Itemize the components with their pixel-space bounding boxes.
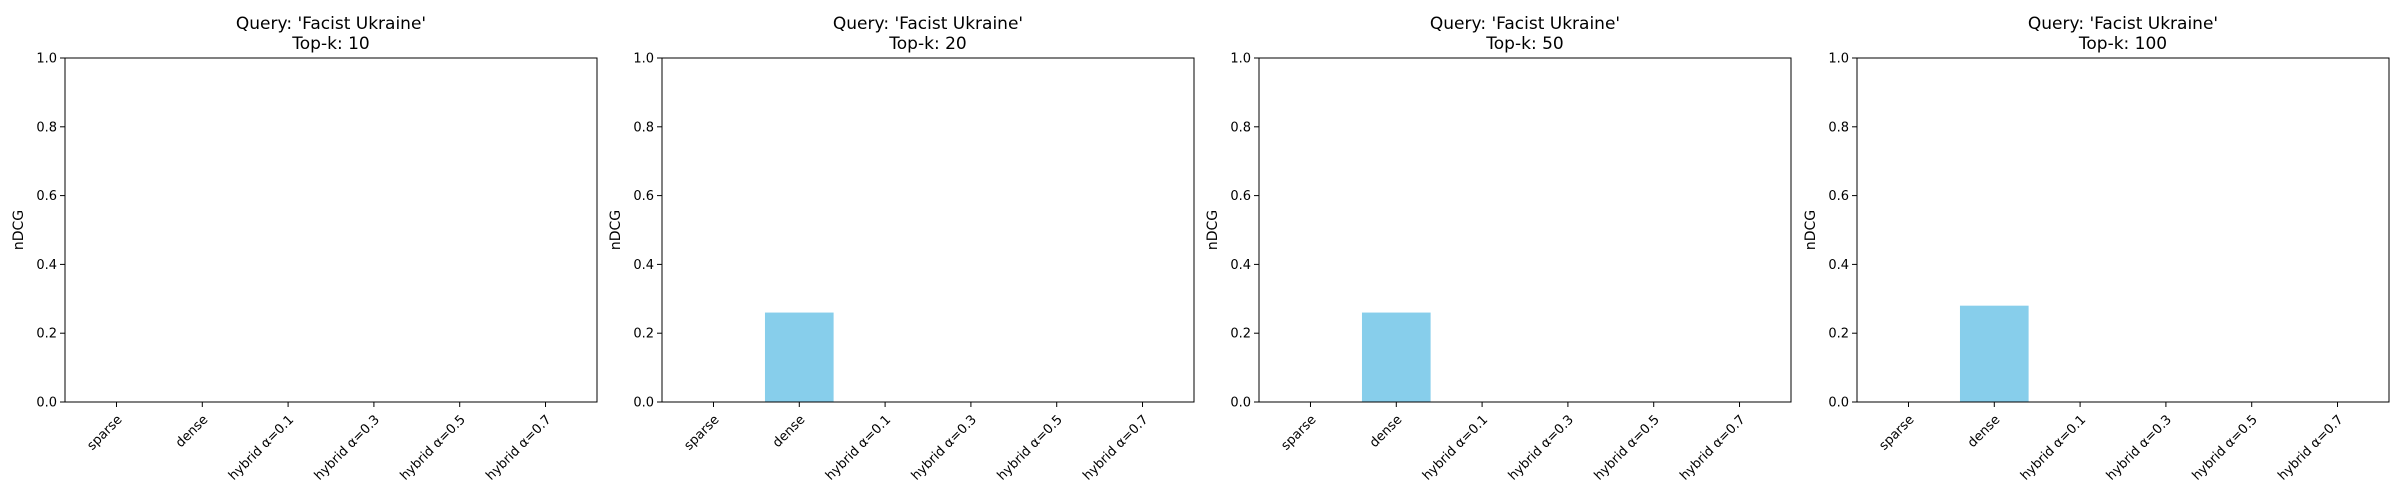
axes-frame — [1856, 57, 2390, 403]
bar-2 — [764, 312, 834, 402]
y-tick-label: 0.4 — [36, 258, 57, 273]
y-tick-label: 1.0 — [1828, 52, 1849, 67]
y-tick-label: 0.6 — [633, 189, 654, 204]
subplot-3: Query: 'Facist Ukraine'Top-k: 50 0.0 0.2 0.… — [1205, 14, 1792, 484]
y-tick-label: 0.8 — [633, 120, 654, 135]
y-tick-label: 0.0 — [1230, 396, 1251, 411]
y-tick-label: 0.0 — [1828, 396, 1849, 411]
x-tick-label: hybrid α=0.7 — [2275, 412, 2346, 483]
x-tick-label: hybrid α=0.7 — [1080, 412, 1151, 483]
x-tick-label: hybrid α=0.3 — [1506, 412, 1577, 483]
chart-title: Query: 'Facist Ukraine' — [236, 14, 426, 34]
subplot-4: Query: 'Facist Ukraine'Top-k: 100 0.0 0.2 0… — [1803, 14, 2390, 484]
x-tick-label: hybrid α=0.5 — [2190, 412, 2261, 483]
x-tick-label: sparse — [681, 412, 722, 453]
x-tick-label: dense — [173, 412, 211, 450]
y-axis-label: nDCG — [11, 210, 27, 250]
y-tick-label: 1.0 — [633, 52, 654, 67]
x-tick-label: sparse — [1278, 412, 1319, 453]
axes-frame — [64, 57, 598, 403]
x-tick-label: hybrid α=0.5 — [1592, 412, 1663, 483]
y-tick-label: 0.6 — [36, 189, 57, 204]
x-tick-label: hybrid α=0.1 — [823, 412, 894, 483]
chart-title: Query: 'Facist Ukraine' — [833, 14, 1023, 34]
x-tick-label: hybrid α=0.3 — [2104, 412, 2175, 483]
bar-2 — [1361, 312, 1431, 402]
x-tick-label: dense — [1367, 412, 1405, 450]
axes-frame — [661, 57, 1195, 403]
x-tick-label: hybrid α=0.7 — [1677, 412, 1748, 483]
y-tick-label: 0.8 — [1828, 120, 1849, 135]
chart-title: Query: 'Facist Ukraine' — [1430, 14, 1620, 34]
chart-subtitle: Top-k: 10 — [291, 34, 369, 54]
y-axis-label: nDCG — [1803, 210, 1819, 250]
y-tick-label: 0.2 — [633, 327, 654, 342]
chart-subtitle: Top-k: 50 — [1485, 34, 1563, 54]
y-tick-label: 0.2 — [1230, 327, 1251, 342]
bar-2 — [1959, 305, 2029, 402]
y-tick-label: 0.8 — [1230, 120, 1251, 135]
y-tick-label: 0.4 — [633, 258, 654, 273]
y-tick-label: 0.6 — [1828, 189, 1849, 204]
x-tick-label: hybrid α=0.3 — [909, 412, 980, 483]
x-tick-label: hybrid α=0.5 — [995, 412, 1066, 483]
y-tick-label: 1.0 — [36, 52, 57, 67]
chart-subtitle: Top-k: 20 — [888, 34, 966, 54]
y-tick-label: 0.2 — [1828, 327, 1849, 342]
chart-subtitle: Top-k: 100 — [2078, 34, 2167, 54]
y-tick-label: 0.2 — [36, 327, 57, 342]
x-tick-label: hybrid α=0.7 — [483, 412, 554, 483]
y-tick-label: 0.0 — [36, 396, 57, 411]
x-tick-label: hybrid α=0.1 — [226, 412, 297, 483]
x-tick-label: dense — [770, 412, 808, 450]
subplot-2: Query: 'Facist Ukraine'Top-k: 20 0.0 0.2 0.… — [608, 14, 1195, 484]
y-tick-label: 0.4 — [1828, 258, 1849, 273]
x-tick-label: hybrid α=0.3 — [312, 412, 383, 483]
y-axis-label: nDCG — [608, 210, 624, 250]
x-tick-label: dense — [1965, 412, 2003, 450]
y-tick-label: 1.0 — [1230, 52, 1251, 67]
axes-frame — [1258, 57, 1792, 403]
x-tick-label: hybrid α=0.5 — [398, 412, 469, 483]
chart-title: Query: 'Facist Ukraine' — [2028, 14, 2218, 34]
x-tick-label: sparse — [1876, 412, 1917, 453]
y-tick-label: 0.6 — [1230, 189, 1251, 204]
y-tick-label: 0.4 — [1230, 258, 1251, 273]
x-tick-label: sparse — [84, 412, 125, 453]
y-axis-label: nDCG — [1205, 210, 1221, 250]
subplot-1: Query: 'Facist Ukraine'Top-k: 10 0.0 0.2 0.… — [11, 14, 598, 484]
x-tick-label: hybrid α=0.1 — [2018, 412, 2089, 483]
y-tick-label: 0.8 — [36, 120, 57, 135]
y-tick-label: 0.0 — [633, 396, 654, 411]
x-tick-label: hybrid α=0.1 — [1420, 412, 1491, 483]
